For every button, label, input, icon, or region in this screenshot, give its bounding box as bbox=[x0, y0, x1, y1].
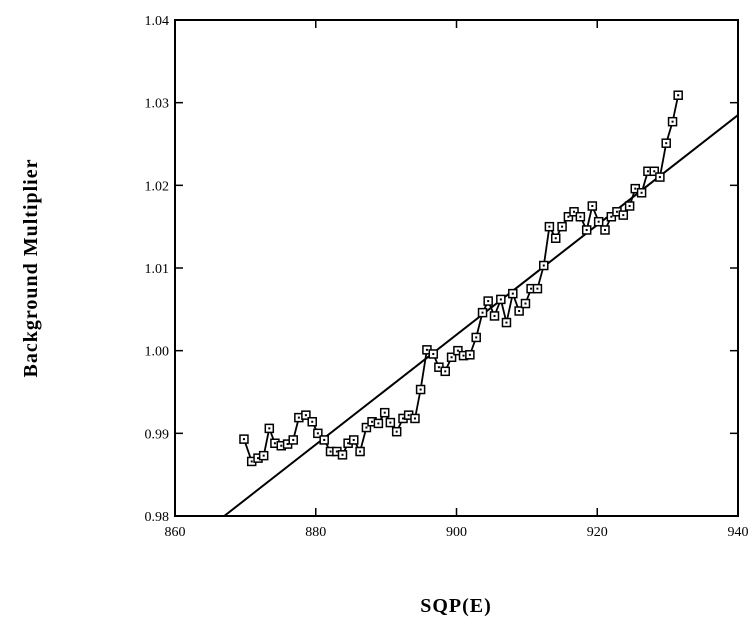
data-point-dot bbox=[316, 432, 319, 435]
data-point-dot bbox=[579, 215, 582, 218]
data-point-dot bbox=[530, 287, 533, 290]
data-point-dot bbox=[286, 443, 289, 446]
data-point-dot bbox=[481, 311, 484, 314]
data-point-dot bbox=[335, 450, 338, 453]
y-ticks: 0.98 0.99 1.00 1.01 1.02 1.03 1.04 bbox=[145, 14, 738, 525]
data-point-dot bbox=[280, 444, 283, 447]
data-point-dot bbox=[677, 94, 680, 97]
x-tick-label: 880 bbox=[305, 525, 326, 540]
data-point-dot bbox=[468, 353, 471, 356]
data-point-dot bbox=[389, 421, 392, 424]
data-point-dot bbox=[475, 336, 478, 339]
data-point-dot bbox=[359, 450, 362, 453]
data-point-dot bbox=[341, 453, 344, 456]
data-point-dot bbox=[585, 228, 588, 231]
data-point-dot bbox=[413, 417, 416, 420]
data-point-dot bbox=[365, 426, 368, 429]
x-tick-label: 920 bbox=[587, 525, 608, 540]
data-point-dot bbox=[462, 354, 465, 357]
data-point-dot bbox=[329, 450, 332, 453]
data-point-dot bbox=[311, 420, 314, 423]
data-point-dot bbox=[487, 300, 490, 303]
y-tick-label: 0.98 bbox=[145, 510, 170, 525]
data-point-dot bbox=[292, 438, 295, 441]
plot-area-frame bbox=[174, 19, 739, 517]
data-point-dot bbox=[671, 120, 674, 123]
data-point-dot bbox=[634, 187, 637, 190]
data-point-dot bbox=[395, 430, 398, 433]
data-point-dot bbox=[628, 205, 631, 207]
data-point-dot bbox=[437, 366, 440, 369]
data-point-dot bbox=[371, 420, 374, 423]
data-point-dot bbox=[561, 225, 564, 228]
data-point-dot bbox=[273, 442, 276, 445]
series-line bbox=[243, 95, 680, 463]
data-point-dot bbox=[377, 422, 380, 425]
y-axis-title: Background Multiplier bbox=[20, 159, 42, 378]
data-point-dot bbox=[257, 457, 260, 460]
data-point-dot bbox=[610, 215, 613, 218]
y-tick-label: 1.04 bbox=[145, 14, 170, 29]
x-axis-title: SQP(E) bbox=[420, 595, 492, 617]
data-point-dot bbox=[603, 228, 606, 231]
data-point-dot bbox=[591, 205, 594, 207]
data-point-dot bbox=[554, 237, 557, 240]
data-point-dot bbox=[597, 220, 600, 223]
data-point-dot bbox=[242, 438, 245, 441]
data-point-dot bbox=[622, 214, 625, 217]
data-point-dot bbox=[518, 309, 521, 312]
data-point-dot bbox=[665, 142, 668, 145]
data-point-dot bbox=[567, 215, 570, 218]
data-point-dot bbox=[407, 414, 410, 417]
data-point-dot bbox=[640, 191, 643, 194]
data-point-dot bbox=[573, 210, 576, 213]
data-point-dot bbox=[444, 370, 447, 373]
data-point-dot bbox=[456, 349, 459, 352]
data-point-dot bbox=[615, 210, 618, 213]
data-point-dot bbox=[499, 298, 502, 301]
data-point-dot bbox=[383, 411, 386, 414]
data-point-dot bbox=[658, 176, 661, 179]
data-point-dot bbox=[653, 170, 656, 173]
data-point-dot bbox=[432, 352, 435, 355]
x-ticks: 860 880 900 920 940 bbox=[165, 20, 749, 540]
y-tick-label: 0.99 bbox=[145, 427, 170, 442]
y-tick-label: 1.02 bbox=[145, 179, 170, 194]
data-point-dot bbox=[536, 287, 539, 290]
data-point-dot bbox=[347, 442, 350, 445]
data-point-dot bbox=[542, 264, 545, 267]
data-point-dot bbox=[402, 417, 405, 420]
y-tick-label: 1.01 bbox=[145, 262, 170, 277]
y-tick-label: 1.03 bbox=[145, 97, 170, 112]
data-point-dot bbox=[250, 460, 253, 463]
data-point-dot bbox=[646, 170, 649, 173]
data-point-dot bbox=[262, 454, 265, 457]
data-point-dot bbox=[297, 416, 300, 419]
data-point-dot bbox=[352, 438, 355, 441]
data-point-dot bbox=[450, 356, 453, 359]
data-point-dot bbox=[511, 292, 514, 295]
data-point-dot bbox=[493, 314, 496, 317]
data-point-dot bbox=[548, 225, 551, 228]
y-tick-label: 1.00 bbox=[145, 345, 170, 360]
x-tick-label: 940 bbox=[728, 525, 749, 540]
data-point-dot bbox=[524, 302, 527, 305]
x-tick-label: 900 bbox=[446, 525, 467, 540]
data-point-dot bbox=[268, 427, 271, 430]
data-point-dot bbox=[323, 438, 326, 441]
series-group bbox=[239, 90, 683, 467]
x-tick-label: 860 bbox=[165, 525, 186, 540]
data-point-dot bbox=[419, 388, 422, 391]
data-point-dot bbox=[505, 321, 508, 324]
data-point-dot bbox=[425, 348, 428, 351]
data-point-dot bbox=[304, 414, 307, 417]
